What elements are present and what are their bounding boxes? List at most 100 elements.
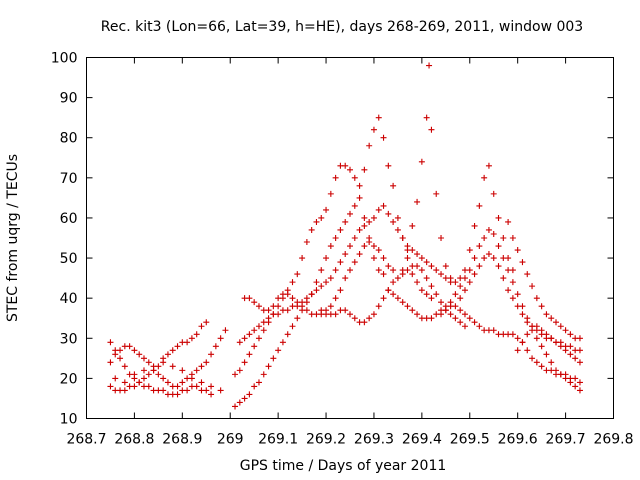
data-point <box>433 267 440 274</box>
data-point <box>567 351 574 358</box>
data-point <box>452 279 459 286</box>
data-point <box>332 235 339 241</box>
data-point <box>385 210 392 217</box>
data-point <box>394 295 401 302</box>
data-point <box>299 255 306 262</box>
data-point <box>490 255 497 262</box>
y-axis-label: STEC from uqrg / TECUs <box>5 154 21 322</box>
data-point <box>490 190 497 197</box>
data-point <box>126 343 133 350</box>
data-point <box>294 315 301 322</box>
data-point <box>457 319 464 326</box>
data-point <box>107 339 114 346</box>
data-point <box>514 335 521 342</box>
data-point <box>251 383 258 390</box>
data-point <box>404 247 411 254</box>
data-point <box>414 251 421 258</box>
data-point <box>313 287 320 294</box>
data-point <box>347 210 353 217</box>
data-point <box>327 275 334 282</box>
data-point <box>476 202 483 209</box>
data-point <box>131 371 138 378</box>
data-point <box>236 399 243 406</box>
data-point <box>241 395 248 402</box>
data-point <box>203 319 210 326</box>
x-tick-label: 268.8 <box>114 432 154 448</box>
data-point <box>500 235 507 241</box>
data-point <box>380 271 387 278</box>
data-point <box>490 230 497 237</box>
data-point <box>390 182 397 189</box>
data-point <box>327 303 334 310</box>
data-point <box>418 255 425 262</box>
data-point <box>232 403 239 410</box>
data-point <box>303 295 310 302</box>
data-point <box>414 279 421 286</box>
data-point <box>471 255 478 262</box>
data-point <box>174 343 181 350</box>
data-point <box>184 387 191 394</box>
data-point <box>399 267 406 274</box>
data-point <box>442 307 449 314</box>
data-point <box>208 391 215 398</box>
data-point <box>260 319 267 326</box>
data-point <box>461 287 468 294</box>
data-point <box>155 371 162 378</box>
data-point <box>495 243 502 250</box>
data-point <box>169 347 176 354</box>
data-point <box>433 291 440 298</box>
data-point <box>394 226 401 233</box>
data-point <box>347 166 353 173</box>
data-point <box>265 307 272 314</box>
data-point <box>428 295 435 302</box>
data-point <box>265 363 272 370</box>
data-point <box>394 214 401 221</box>
data-point <box>572 383 579 390</box>
data-point <box>466 267 473 274</box>
data-point <box>366 218 373 225</box>
data-point <box>409 271 416 278</box>
data-point <box>399 235 406 241</box>
data-point <box>121 379 128 386</box>
data-point <box>131 383 138 390</box>
data-point <box>466 279 473 286</box>
data-point <box>284 331 291 338</box>
data-point <box>337 226 344 233</box>
data-point <box>428 283 435 290</box>
data-point <box>347 267 353 274</box>
data-point <box>361 214 368 221</box>
data-point <box>428 126 435 133</box>
data-point <box>255 323 262 330</box>
data-point <box>375 114 382 121</box>
data-point <box>236 367 243 374</box>
data-point <box>519 311 526 318</box>
data-point <box>356 251 363 258</box>
data-point <box>562 327 569 334</box>
data-point <box>356 226 363 233</box>
data-point <box>428 315 435 322</box>
data-point <box>423 114 430 121</box>
data-point <box>208 351 215 358</box>
data-point <box>121 363 128 370</box>
data-point <box>342 162 349 169</box>
data-point <box>370 243 377 250</box>
data-point <box>576 387 583 394</box>
data-point <box>140 375 147 382</box>
data-point <box>485 226 492 233</box>
data-point <box>509 331 516 338</box>
axis-ticks: 268.7 268.8 268.9 269 269.1 269.2 269.3 269.4 26… <box>51 51 634 448</box>
data-point <box>193 367 200 374</box>
y-tick-label: 70 <box>60 171 78 187</box>
data-point <box>140 367 147 374</box>
data-point <box>514 347 521 354</box>
x-tick-label: 269 <box>217 432 244 448</box>
data-point <box>375 267 382 274</box>
data-point <box>471 319 478 326</box>
data-point <box>284 291 291 298</box>
data-point <box>385 263 392 270</box>
data-point <box>188 375 195 382</box>
x-tick-label: 269.6 <box>498 432 538 448</box>
data-point <box>332 295 339 302</box>
data-point <box>426 62 433 69</box>
data-point <box>236 339 243 346</box>
